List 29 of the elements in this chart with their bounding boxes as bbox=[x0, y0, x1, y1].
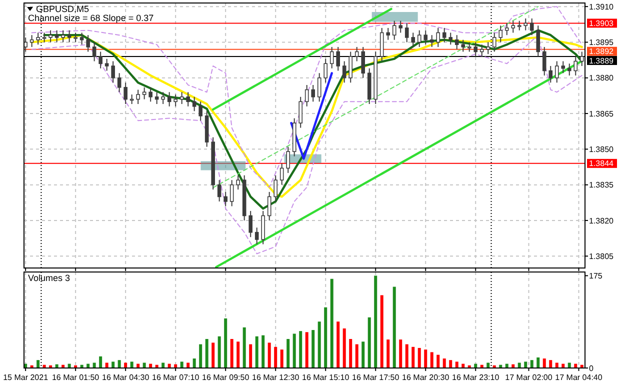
x-tick-label: 16 Mar 07:10 bbox=[152, 373, 200, 382]
chart-title: Volumes 3 bbox=[28, 273, 70, 283]
y-tick-label: 1.3910 bbox=[589, 2, 614, 12]
ref-line-label: 1.3903 bbox=[589, 19, 614, 28]
ref-line-label: 1.3889 bbox=[589, 56, 614, 66]
text: Channel size = 68 Slope = 0.37 bbox=[28, 13, 154, 23]
x-tick-label: 16 Mar 01:50 bbox=[52, 373, 100, 382]
x-tick-label: 16 Mar 23:10 bbox=[452, 373, 500, 382]
y-tick-label: 175 bbox=[589, 271, 603, 280]
chart-title: GBPUSD,M5 bbox=[36, 4, 90, 14]
x-tick-label: 16 Mar 09:50 bbox=[202, 373, 250, 382]
x-tick-label: 16 Mar 15:10 bbox=[302, 373, 350, 382]
x-tick-label: 16 Mar 20:30 bbox=[402, 373, 450, 382]
x-tick-label: 16 Mar 04:30 bbox=[102, 373, 150, 382]
y-tick-label: 1.3895 bbox=[589, 38, 614, 48]
x-tick-label: 16 Mar 17:50 bbox=[352, 373, 400, 382]
y-tick-label: 1.3850 bbox=[589, 144, 614, 154]
y-tick-label: 0 bbox=[589, 364, 594, 373]
y-tick-label: 1.3805 bbox=[589, 252, 614, 261]
x-tick-label: 17 Mar 04:40 bbox=[555, 373, 603, 382]
ref-line-label: 1.3892 bbox=[589, 47, 614, 56]
y-tick-label: 1.3835 bbox=[589, 180, 614, 190]
ref-line-label: 1.3844 bbox=[589, 159, 614, 168]
y-tick-label: 1.3880 bbox=[589, 74, 614, 83]
x-tick-label: 17 Mar 02:00 bbox=[505, 373, 553, 382]
y-tick-label: 1.3865 bbox=[589, 109, 614, 118]
x-tick-label: 16 Mar 12:30 bbox=[252, 373, 300, 382]
y-tick-label: 1.3820 bbox=[589, 216, 614, 226]
x-tick-label: 15 Mar 2021 bbox=[3, 373, 49, 382]
